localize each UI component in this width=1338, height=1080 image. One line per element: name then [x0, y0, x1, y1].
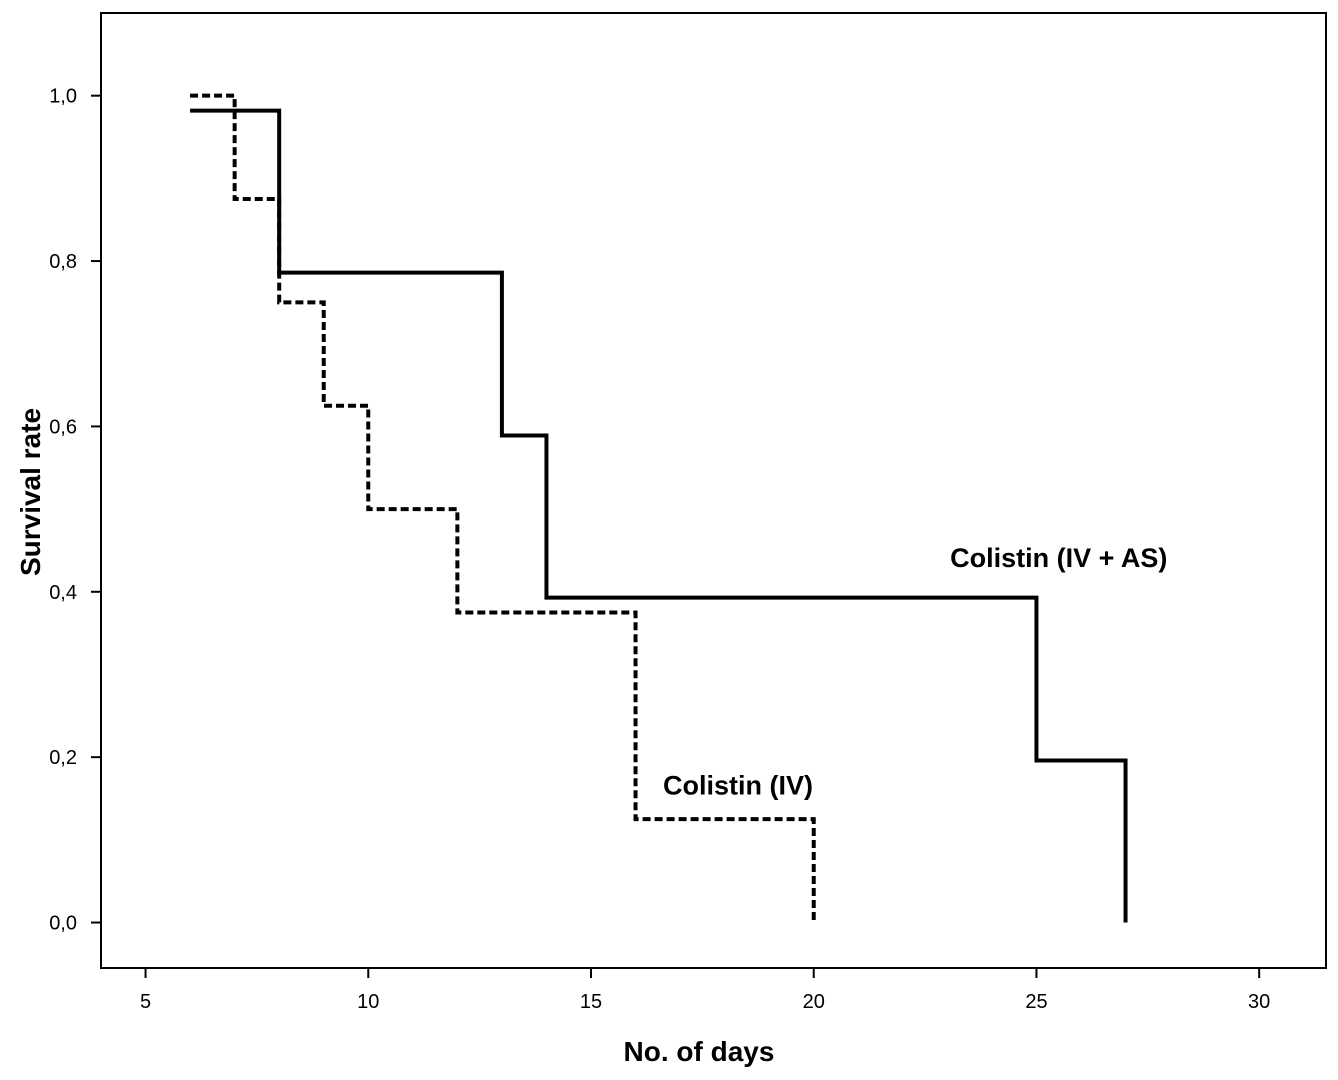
series-label: Colistin (IV + AS) — [950, 543, 1167, 573]
series-layer — [190, 93, 1128, 923]
y-tick-label: 0,4 — [49, 582, 77, 604]
series-label: Colistin (IV) — [663, 770, 813, 800]
y-tick-label: 0,8 — [49, 251, 77, 273]
y-tick-label: 0,0 — [49, 913, 77, 935]
y-tick-label: 0,2 — [49, 747, 77, 769]
x-tick-label: 30 — [1248, 991, 1270, 1013]
x-tick-label: 25 — [1025, 991, 1047, 1013]
axis-ticks: 5 10 15 20 25 30 0,0 0,2 0,4 0,6 0,8 1,0 — [49, 86, 1270, 1013]
y-axis-title: Survival rate — [15, 408, 46, 576]
x-tick-label: 5 — [140, 991, 151, 1013]
annotation-layer: Colistin (IV + AS) Colistin (IV) — [663, 543, 1167, 800]
x-tick-label: 15 — [580, 991, 602, 1013]
plot-frame — [100, 12, 1327, 969]
series-colistin-iv-line — [190, 93, 816, 923]
y-tick-label: 1,0 — [49, 86, 77, 108]
series-colistin-iv-as-line — [190, 108, 1128, 923]
x-axis-title: No. of days — [624, 1036, 775, 1067]
x-tick-label: 10 — [357, 991, 379, 1013]
x-tick-label: 20 — [803, 991, 825, 1013]
y-tick-label: 0,6 — [49, 416, 77, 438]
